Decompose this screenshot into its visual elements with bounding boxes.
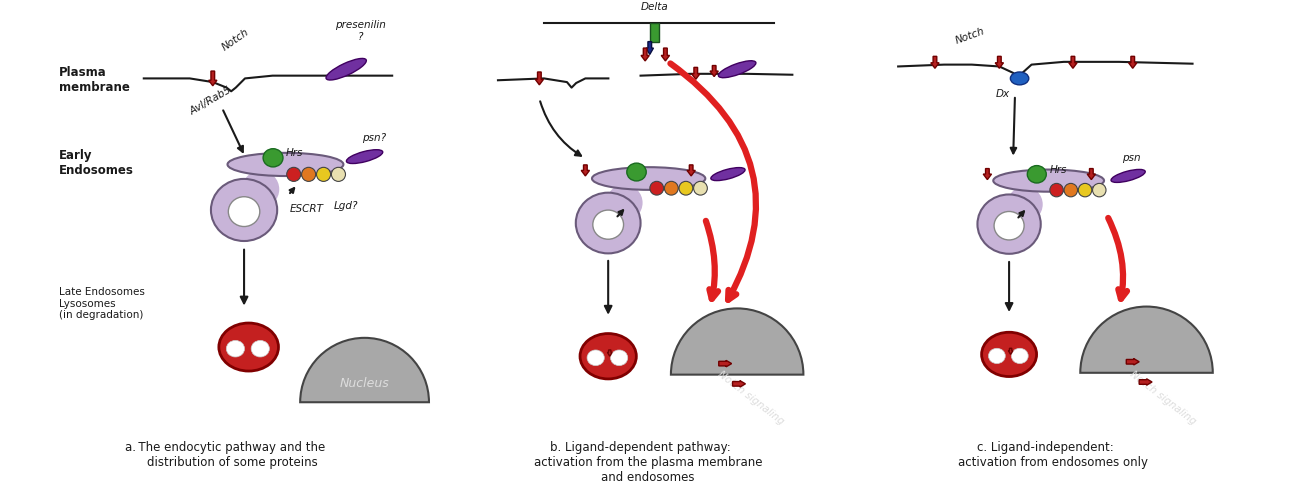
Ellipse shape <box>211 179 277 241</box>
Ellipse shape <box>1078 184 1092 197</box>
Ellipse shape <box>242 171 280 208</box>
Text: Late Endosomes
Lysosomes
(in degradation): Late Endosomes Lysosomes (in degradation… <box>60 287 145 321</box>
Bar <box>650 23 659 42</box>
Wedge shape <box>1080 306 1212 373</box>
Ellipse shape <box>226 340 245 357</box>
FancyArrow shape <box>1128 56 1137 68</box>
Ellipse shape <box>650 181 664 195</box>
FancyArrow shape <box>641 48 650 61</box>
Ellipse shape <box>994 169 1104 191</box>
FancyArrow shape <box>710 65 718 77</box>
Text: psn: psn <box>1122 153 1140 163</box>
Text: b. Ligand-dependent pathway:
    activation from the plasma membrane
    and end: b. Ligand-dependent pathway: activation … <box>519 441 762 484</box>
FancyArrow shape <box>1069 56 1077 68</box>
Text: Plasma
membrane: Plasma membrane <box>60 66 129 94</box>
Text: Dx: Dx <box>996 89 1011 100</box>
Text: Hrs: Hrs <box>1049 164 1068 175</box>
Ellipse shape <box>580 333 637 379</box>
Ellipse shape <box>710 167 745 181</box>
Ellipse shape <box>219 323 278 371</box>
Ellipse shape <box>347 150 383 164</box>
Ellipse shape <box>326 58 366 80</box>
Ellipse shape <box>1112 169 1145 183</box>
FancyArrow shape <box>691 67 700 80</box>
Text: Nucleus: Nucleus <box>340 378 389 390</box>
Ellipse shape <box>593 210 624 239</box>
Ellipse shape <box>576 192 641 253</box>
Ellipse shape <box>626 163 646 181</box>
FancyArrow shape <box>1087 168 1096 180</box>
FancyArrow shape <box>661 48 669 61</box>
Ellipse shape <box>977 194 1040 254</box>
Ellipse shape <box>287 167 300 181</box>
Ellipse shape <box>1027 165 1047 183</box>
Text: Avl/Rab5: Avl/Rab5 <box>188 85 233 117</box>
Ellipse shape <box>228 153 343 176</box>
Ellipse shape <box>1049 184 1064 197</box>
Ellipse shape <box>1064 184 1078 197</box>
Text: Hrs: Hrs <box>286 148 303 158</box>
Ellipse shape <box>587 350 604 366</box>
Ellipse shape <box>1092 184 1106 197</box>
FancyArrow shape <box>536 72 543 85</box>
FancyArrow shape <box>983 168 991 180</box>
Ellipse shape <box>982 332 1036 377</box>
Text: c. Ligand-independent:
    activation from endosomes only: c. Ligand-independent: activation from e… <box>943 441 1148 469</box>
Ellipse shape <box>611 350 628 366</box>
Wedge shape <box>670 308 804 375</box>
FancyArrow shape <box>1139 379 1152 385</box>
Ellipse shape <box>1011 72 1029 85</box>
Ellipse shape <box>1012 348 1029 363</box>
Text: Lgd?: Lgd? <box>334 201 358 211</box>
Ellipse shape <box>664 181 678 195</box>
FancyArrow shape <box>208 71 217 86</box>
Text: Notch signaling: Notch signaling <box>716 369 785 427</box>
Text: psn?: psn? <box>362 133 386 143</box>
Ellipse shape <box>989 348 1005 363</box>
Ellipse shape <box>606 185 643 221</box>
Text: Early
Endosomes: Early Endosomes <box>60 149 135 177</box>
Text: Notch: Notch <box>954 26 986 46</box>
Ellipse shape <box>1007 187 1043 222</box>
Text: presenilin
?: presenilin ? <box>335 20 386 42</box>
Ellipse shape <box>317 167 330 181</box>
FancyArrow shape <box>687 165 695 176</box>
Ellipse shape <box>591 167 705 190</box>
Ellipse shape <box>718 61 756 78</box>
Text: a. The endocytic pathway and the
    distribution of some proteins: a. The endocytic pathway and the distrib… <box>124 441 325 469</box>
Ellipse shape <box>251 340 269 357</box>
FancyArrow shape <box>1008 348 1013 355</box>
FancyArrow shape <box>732 381 745 387</box>
Ellipse shape <box>263 149 283 167</box>
Ellipse shape <box>694 181 708 195</box>
Text: Notch: Notch <box>220 27 251 53</box>
Text: ESCRT: ESCRT <box>290 204 324 214</box>
Text: Notch signaling: Notch signaling <box>1128 369 1198 427</box>
FancyArrow shape <box>646 42 653 55</box>
Ellipse shape <box>679 181 692 195</box>
FancyArrow shape <box>581 165 590 176</box>
FancyArrow shape <box>718 360 731 367</box>
Wedge shape <box>300 338 430 402</box>
Text: Delta: Delta <box>641 2 668 12</box>
FancyArrow shape <box>607 350 612 356</box>
Ellipse shape <box>228 197 260 226</box>
Ellipse shape <box>302 167 316 181</box>
FancyArrow shape <box>995 56 1003 68</box>
FancyArrow shape <box>1126 358 1139 365</box>
Ellipse shape <box>994 212 1024 240</box>
FancyArrow shape <box>930 56 939 68</box>
Ellipse shape <box>331 167 345 181</box>
